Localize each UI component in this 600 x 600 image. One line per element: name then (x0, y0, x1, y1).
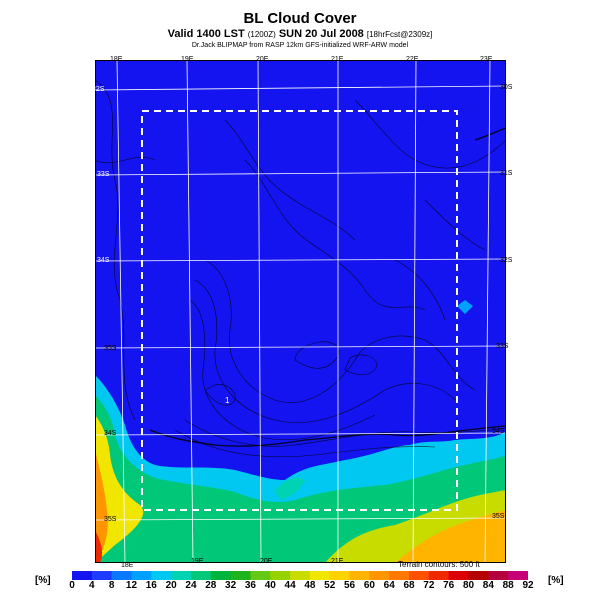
cloud-cover-map: 1 (95, 60, 506, 563)
map-frame (95, 60, 506, 563)
color-scale-swatch (508, 571, 528, 580)
color-scale-swatch (91, 571, 113, 580)
color-scale-tick-label: 20 (165, 580, 177, 591)
color-scale-tick-label: 60 (363, 580, 375, 591)
color-scale-tick-label: 32 (225, 580, 237, 591)
bottom-lon-label: 19E (191, 558, 204, 565)
color-scale-tick-label: 28 (205, 580, 217, 591)
cloud-field-teal (275, 478, 305, 500)
color-scale-tick-label: 76 (443, 580, 455, 591)
color-scale-tick-label: 36 (244, 580, 256, 591)
cloud-field-orange-se (395, 510, 506, 563)
bottom-lon-label: 18E (121, 562, 134, 569)
color-scale-swatch (349, 571, 370, 580)
top-lon-label: 20E (256, 56, 269, 63)
color-scale-tick-label: 88 (502, 580, 514, 591)
right-lat-label: 35S (492, 513, 505, 520)
cloud-field-orange-sw (95, 450, 108, 563)
color-scale-swatch (428, 571, 450, 580)
legend-unit-left: [%] (35, 575, 51, 586)
color-scale-swatch (488, 571, 509, 580)
cloud-patch-small (457, 300, 473, 314)
inner-domain-box (141, 110, 458, 511)
color-scale-swatch (448, 571, 470, 580)
forecast-info: [18hrFcst@2309z] (366, 30, 433, 39)
color-scale-tick-label: 8 (108, 580, 115, 591)
color-scale-tick-label: 68 (403, 580, 415, 591)
bottom-lon-label: 21E (331, 558, 344, 565)
coastline (149, 127, 506, 447)
top-lon-label: 22E (406, 56, 419, 63)
left-lat-label: 32S (92, 86, 105, 93)
map-title: BL Cloud Cover (243, 10, 357, 27)
color-scale-swatch (151, 571, 172, 580)
color-scale-swatch (309, 571, 331, 580)
top-lon-label: 21E (331, 56, 344, 63)
bottom-lon-label: 20E (260, 558, 273, 565)
left-lat-label: 34S (104, 430, 117, 437)
color-scale-swatch (409, 571, 430, 580)
right-lat-label: 31S (500, 170, 513, 177)
color-scale-tick-label: 48 (304, 580, 316, 591)
left-lat-label: 35S (104, 345, 117, 352)
color-scale-swatch (131, 571, 152, 580)
left-lat-label: 35S (104, 516, 117, 523)
color-scale-tick-label: 24 (185, 580, 197, 591)
color-scale-swatch (250, 571, 271, 580)
right-lat-label: 34S (492, 428, 505, 435)
color-scale-swatch (111, 571, 132, 580)
color-scale-tick-label: 12 (125, 580, 138, 591)
color-scale-tick-label: 72 (423, 580, 435, 591)
color-scale-ticks: 0 4 8 12 16 20 24 28 32 36 40 44 48 52 56 60 64 68 72 76 80 8… (0, 580, 600, 594)
right-lat-label: 30S (500, 84, 513, 91)
left-lat-label: 34S (97, 257, 110, 264)
right-lat-label: 33S (496, 343, 509, 350)
color-scale-swatch (290, 571, 311, 580)
color-scale-tick-label: 92 (522, 580, 534, 591)
color-scale-swatch (329, 571, 351, 580)
color-scale-bar (72, 571, 528, 580)
top-lon-label: 23E (480, 56, 493, 63)
color-scale-swatch (190, 571, 212, 580)
left-lat-label: 33S (97, 171, 110, 178)
cloud-field-red (95, 530, 103, 563)
terrain-note: Terrain contours: 500 ft (398, 560, 480, 569)
color-scale-swatch (171, 571, 192, 580)
valid-date: SUN 20 Jul 2008 (278, 28, 364, 40)
color-scale-tick-label: 80 (462, 580, 475, 591)
color-scale-tick-label: 44 (284, 580, 296, 591)
model-credit: Dr.Jack BLIPMAP from RASP 12km GFS-initi… (191, 42, 409, 49)
color-scale-swatch (72, 571, 93, 580)
cloud-field-green (95, 395, 506, 563)
color-scale-swatch (369, 571, 390, 580)
top-lon-label: 19E (181, 56, 194, 63)
color-scale-tick-label: 84 (482, 580, 494, 591)
point-label: 1 (225, 396, 230, 405)
color-scale-tick-label: 56 (344, 580, 356, 591)
run-time: (1200Z) (247, 30, 276, 39)
color-scale-tick-label: 16 (145, 580, 157, 591)
right-lat-label: 32S (500, 257, 513, 264)
color-scale-swatch (210, 571, 232, 580)
color-scale-swatch (468, 571, 489, 580)
color-scale-tick-label: 4 (89, 580, 95, 591)
top-lon-label: 18E (110, 56, 123, 63)
color-scale-tick-label: 40 (264, 580, 276, 591)
color-scale-swatch (270, 571, 291, 580)
color-scale-tick-label: 64 (383, 580, 395, 591)
color-scale-tick-label: 0 (69, 580, 75, 591)
valid-time: Valid 1400 LST (167, 28, 245, 40)
map-subtitle: Valid 1400 LST (1200Z) SUN 20 Jul 2008 [… (0, 28, 600, 40)
color-scale-tick-label: 52 (324, 580, 336, 591)
lat-lon-grid (95, 60, 506, 563)
legend-unit-right: [%] (548, 575, 564, 586)
color-scale-swatch (389, 571, 410, 580)
color-scale-swatch (230, 571, 251, 580)
